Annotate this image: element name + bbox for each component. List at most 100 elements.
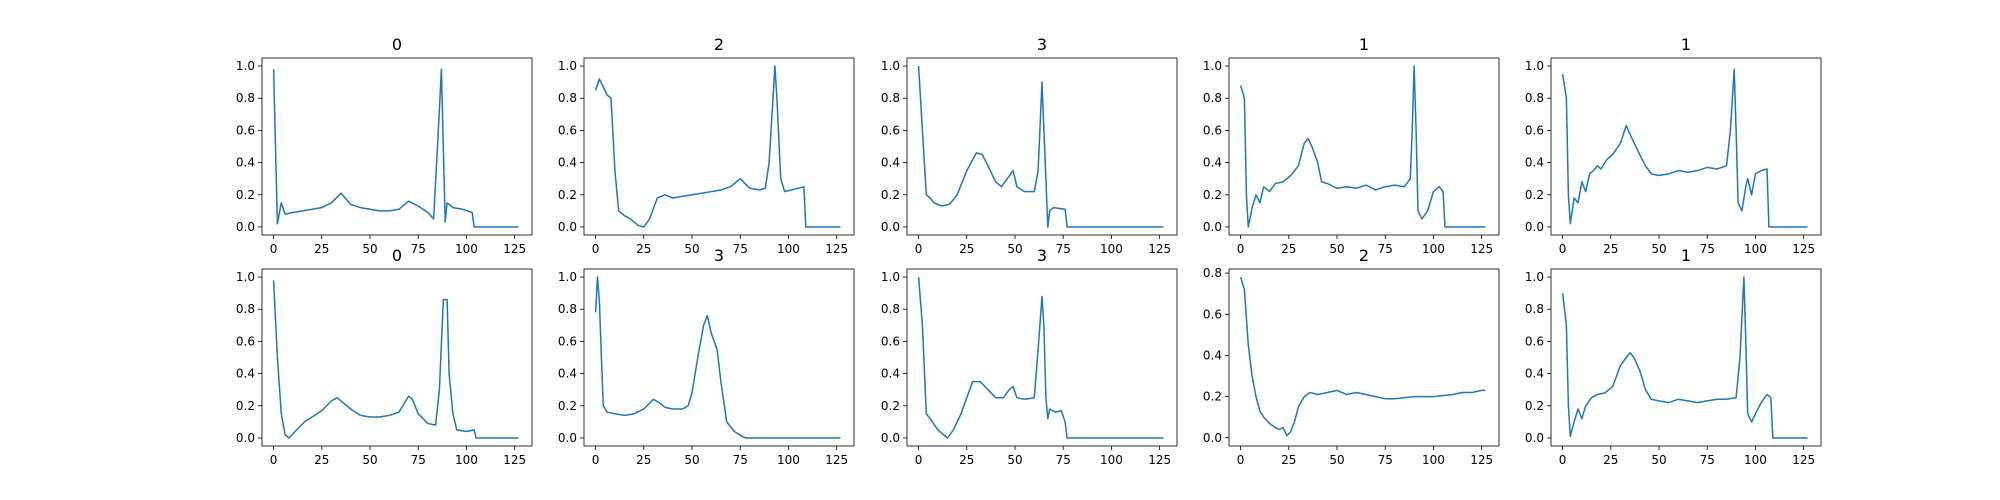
- x-tick-label: 25: [636, 453, 651, 467]
- y-tick-label: 0.6: [1525, 334, 1544, 348]
- axes-frame: [906, 57, 1178, 236]
- y-tick-label: 1.0: [558, 270, 577, 284]
- x-tick-label: 75: [1378, 242, 1393, 256]
- x-tick-label: 100: [1744, 242, 1767, 256]
- y-tick-label: 0.4: [1525, 156, 1544, 170]
- x-tick-label: 0: [592, 242, 600, 256]
- x-tick-label: 125: [1148, 453, 1171, 467]
- subplot-9: 1 0 25 50 75 100 125 0.0 0.2 0.4 0.6 0.8 1.0: [1525, 246, 1822, 467]
- series-line: [1561, 68, 1808, 228]
- subplot-title: 3: [1037, 246, 1047, 265]
- x-tick-label: 25: [314, 453, 329, 467]
- x-tick-label: 0: [270, 242, 278, 256]
- subplot-title: 1: [1359, 35, 1369, 54]
- x-tick-label: 75: [1056, 453, 1071, 467]
- series-line: [1561, 276, 1808, 439]
- axes-frame: [1228, 268, 1500, 447]
- subplot-8: 2 0 25 50 75 100 125 0.0 0.2 0.4 0.6 0.8: [1203, 246, 1500, 467]
- y-tick-label: 1.0: [881, 59, 900, 73]
- series-line: [917, 276, 1164, 439]
- y-tick-label: 0.0: [558, 220, 577, 234]
- x-tick-label: 100: [777, 453, 800, 467]
- subplot-6: 3 0 25 50 75 100 125 0.0 0.2 0.4 0.6 0.8 1.0: [558, 246, 855, 467]
- y-tick-label: 0.4: [1203, 156, 1222, 170]
- subplot-title: 0: [392, 246, 402, 265]
- x-tick-label: 50: [684, 453, 699, 467]
- y-tick-label: 0.6: [1525, 123, 1544, 137]
- series-line: [594, 276, 841, 439]
- axes-frame: [583, 57, 855, 236]
- y-tick-label: 0.6: [881, 334, 900, 348]
- x-tick-label: 75: [733, 242, 748, 256]
- y-tick-label: 0.2: [236, 399, 255, 413]
- series-line: [272, 68, 519, 228]
- y-tick-label: 1.0: [236, 270, 255, 284]
- subplot-title: 2: [714, 35, 724, 54]
- y-tick-label: 1.0: [558, 59, 577, 73]
- x-tick-label: 25: [314, 242, 329, 256]
- axes-frame: [906, 268, 1178, 447]
- subplot-title: 3: [714, 246, 724, 265]
- y-tick-label: 1.0: [1203, 59, 1222, 73]
- x-tick-label: 0: [592, 453, 600, 467]
- y-tick-label: 0.8: [1203, 91, 1222, 105]
- y-tick-label: 0.2: [1525, 399, 1544, 413]
- axes-frame: [1550, 268, 1822, 447]
- x-tick-label: 25: [1603, 242, 1618, 256]
- y-tick-label: 0.6: [558, 334, 577, 348]
- x-tick-label: 75: [1700, 242, 1715, 256]
- subplot-0: 0 0 25 50 75 100 125 0.0 0.2 0.4 0.6 0.8 1.0: [236, 35, 533, 256]
- x-tick-label: 75: [733, 453, 748, 467]
- x-tick-label: 100: [455, 242, 478, 256]
- x-tick-label: 50: [362, 242, 377, 256]
- x-tick-label: 25: [959, 242, 974, 256]
- y-tick-label: 0.8: [881, 302, 900, 316]
- y-tick-label: 1.0: [236, 59, 255, 73]
- y-tick-label: 0.4: [1203, 348, 1222, 362]
- subplot-title: 1: [1681, 246, 1691, 265]
- y-tick-label: 0.8: [1203, 266, 1222, 280]
- series-line: [272, 280, 519, 439]
- y-tick-label: 0.6: [236, 334, 255, 348]
- x-tick-label: 0: [1237, 453, 1245, 467]
- x-tick-label: 125: [1792, 242, 1815, 256]
- x-tick-label: 100: [1100, 242, 1123, 256]
- x-tick-label: 25: [636, 242, 651, 256]
- y-tick-label: 0.8: [1525, 91, 1544, 105]
- y-tick-label: 0.4: [236, 156, 255, 170]
- x-tick-label: 0: [915, 242, 923, 256]
- x-tick-label: 0: [915, 453, 923, 467]
- y-tick-label: 0.2: [1203, 390, 1222, 404]
- axes-frame: [1228, 57, 1500, 236]
- subplot-5: 0 0 25 50 75 100 125 0.0 0.2 0.4 0.6 0.8 1.0: [236, 246, 533, 467]
- subplot-1: 2 0 25 50 75 100 125 0.0 0.2 0.4 0.6 0.8 1.0: [558, 35, 855, 256]
- x-tick-label: 50: [1329, 242, 1344, 256]
- subplot-title: 1: [1681, 35, 1691, 54]
- y-tick-label: 0.6: [881, 123, 900, 137]
- subplot-title: 2: [1359, 246, 1369, 265]
- x-tick-label: 0: [1559, 453, 1567, 467]
- y-tick-label: 0.0: [1525, 220, 1544, 234]
- y-tick-label: 1.0: [1525, 59, 1544, 73]
- y-tick-label: 0.8: [558, 91, 577, 105]
- x-tick-label: 50: [1329, 453, 1344, 467]
- y-tick-label: 0.2: [1203, 188, 1222, 202]
- y-tick-label: 0.0: [881, 431, 900, 445]
- x-tick-label: 75: [1700, 453, 1715, 467]
- x-tick-label: 100: [1100, 453, 1123, 467]
- x-tick-label: 50: [1651, 453, 1666, 467]
- y-tick-label: 0.2: [1525, 188, 1544, 202]
- y-tick-label: 0.4: [881, 367, 900, 381]
- x-tick-label: 50: [1007, 453, 1022, 467]
- y-tick-label: 0.6: [1203, 307, 1222, 321]
- y-tick-label: 0.6: [1203, 123, 1222, 137]
- y-tick-label: 0.8: [558, 302, 577, 316]
- x-tick-label: 25: [959, 453, 974, 467]
- x-tick-label: 0: [270, 453, 278, 467]
- y-tick-label: 0.8: [236, 302, 255, 316]
- y-tick-label: 0.8: [1525, 302, 1544, 316]
- x-tick-label: 125: [1792, 453, 1815, 467]
- y-tick-label: 0.8: [236, 91, 255, 105]
- y-tick-label: 0.0: [1203, 431, 1222, 445]
- x-tick-label: 125: [825, 453, 848, 467]
